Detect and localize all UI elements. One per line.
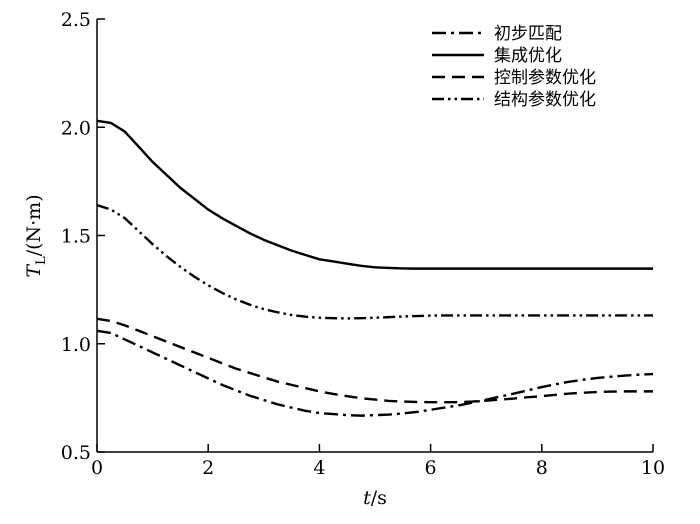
x-axis-title: t/s [363, 487, 387, 509]
y-tick-label: 2.0 [61, 117, 91, 139]
legend-label-3: 控制参数优化 [494, 68, 596, 88]
x-tick-label: 8 [536, 457, 548, 479]
x-tick-label: 10 [641, 457, 665, 479]
legend-label-1: 初步匹配 [494, 24, 562, 44]
axes: 0 2 4 6 8 10 0.5 1.0 1.5 2.0 2.5 [61, 9, 665, 479]
y-tick-label: 1.0 [61, 334, 91, 356]
series-line-1 [96, 329, 654, 417]
series-line-4 [96, 204, 653, 320]
x-tick-label: 6 [425, 457, 437, 479]
legend-label-4: 结构参数优化 [494, 90, 596, 110]
y-axis-title-group: TL/(N·m) [23, 194, 49, 277]
x-tick-label: 2 [202, 457, 214, 479]
series-line-3 [96, 317, 653, 404]
x-tick-label: 4 [313, 457, 325, 479]
y-tick-label: 1.5 [61, 226, 91, 248]
x-tick-label: 0 [91, 457, 103, 479]
axis-titles: t/s TL/(N·m) [23, 194, 387, 509]
y-tick-label: 0.5 [61, 442, 91, 464]
series-lines [96, 119, 654, 417]
y-axis-title: TL/(N·m) [23, 194, 49, 277]
legend-label-2: 集成优化 [494, 46, 562, 66]
y-tick-label: 2.5 [61, 9, 91, 31]
series-line-2 [96, 119, 653, 270]
